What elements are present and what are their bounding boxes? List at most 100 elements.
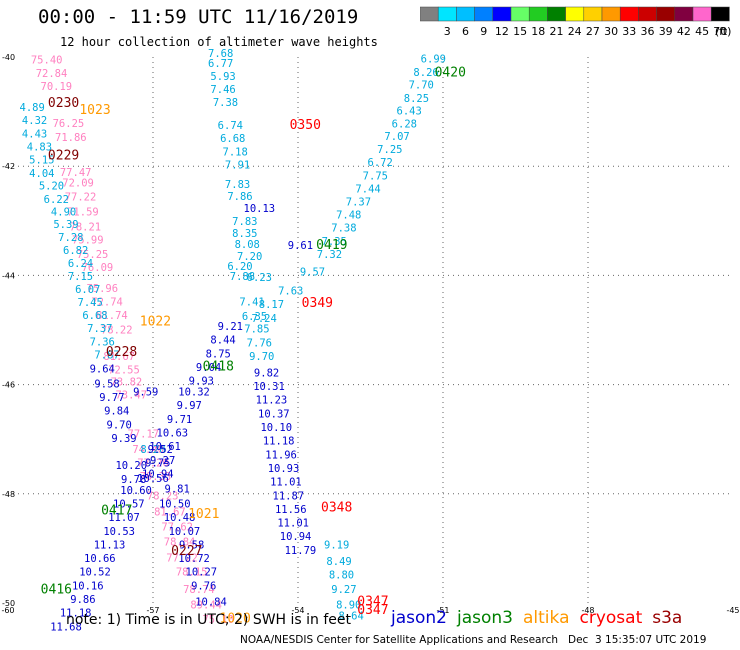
y-tick-label: -50 (2, 599, 15, 608)
swh-value: 7.37 (87, 323, 112, 335)
legend-entry: s3a (652, 608, 683, 628)
swh-value: 9.97 (177, 400, 202, 412)
swh-value: 7.91 (225, 159, 250, 171)
swh-value: 10.27 (186, 567, 218, 579)
y-tick-label: -42 (2, 162, 15, 171)
swh-value: 9.27 (150, 455, 175, 467)
swh-value: 7.68 (208, 48, 233, 60)
swh-value: 10.72 (178, 553, 210, 565)
swh-value: 7.35 (322, 236, 347, 248)
swh-value: 7.20 (237, 251, 262, 263)
scale-label: 12 (495, 25, 509, 38)
swh-value: 6.24 (68, 258, 93, 270)
chart-title: 00:00 - 11:59 UTC 11/16/2019 (38, 6, 359, 28)
swh-value: 8.17 (259, 299, 284, 311)
swh-value: 10.57 (113, 498, 145, 510)
scale-label: 3 (444, 25, 451, 38)
swh-value: 75.99 (72, 235, 104, 247)
swh-value: 11.56 (275, 504, 307, 516)
swh-value: 8.64 (339, 610, 364, 622)
swh-value: 8.90 (336, 599, 361, 611)
swh-value: 7.46 (210, 84, 235, 96)
swh-value: 11.07 (108, 512, 140, 524)
swh-value: 73.82 (111, 377, 143, 389)
swh-value: 9.77 (99, 392, 124, 404)
swh-value: 7.48 (336, 210, 361, 222)
swh-value: 9.04 (196, 362, 221, 374)
scale-label: 21 (550, 25, 564, 38)
swh-value: 77.62 (161, 521, 193, 533)
swh-value: 7.41 (239, 296, 264, 308)
swh-value: 78.15 (176, 567, 208, 579)
swh-value: 6.68 (220, 133, 245, 145)
swh-value: 6.20 (227, 261, 252, 273)
swh-value: 78.74 (183, 584, 215, 596)
swh-value: 6.35 (242, 311, 267, 323)
pass-label: 0419 (316, 238, 347, 253)
swh-value: 11.13 (94, 539, 126, 551)
swh-value: 10.60 (120, 485, 152, 497)
swh-value: 10.32 (178, 387, 210, 399)
swh-value: 7.18 (223, 146, 248, 158)
swh-value: 11.87 (273, 490, 305, 502)
swh-value: 4.43 (22, 128, 47, 140)
swh-value: 77.20 (137, 458, 169, 470)
swh-value: 4.89 (20, 102, 45, 114)
pass-label: 1020 (220, 612, 251, 627)
swh-value: 7.83 (232, 216, 257, 228)
swh-value: 9.52 (148, 444, 173, 456)
swh-value: 81.74 (96, 310, 128, 322)
swh-value: 7.75 (363, 170, 388, 182)
swh-value: 8.08 (235, 239, 260, 251)
scale-label: 30 (604, 25, 618, 38)
swh-value: 8.75 (206, 348, 231, 360)
swh-value: 6.82 (63, 245, 88, 257)
swh-value: 9.21 (218, 321, 243, 333)
swh-value: 4.83 (27, 141, 52, 153)
x-tick-label: -54 (291, 606, 304, 615)
swh-value: 71.86 (55, 132, 87, 144)
pass-label: 0348 (321, 500, 352, 515)
swh-value: 10.93 (268, 463, 300, 475)
swh-value: 10.66 (84, 553, 116, 565)
swh-value: 5.39 (53, 219, 78, 231)
pass-label: 0227 (171, 544, 202, 559)
swh-value: 72.55 (108, 365, 140, 377)
swh-value: 7.25 (377, 144, 402, 156)
swh-value: 6.72 (368, 157, 393, 169)
scale-label: 6 (462, 25, 469, 38)
swh-value: 71.59 (67, 206, 99, 218)
swh-value: 7.32 (317, 249, 342, 261)
scale-label: 33 (622, 25, 636, 38)
y-tick-label: -40 (2, 53, 15, 62)
pass-label: 0350 (290, 118, 321, 133)
swh-value: 9.76 (191, 580, 216, 592)
swh-value: 76.25 (53, 118, 85, 130)
swh-value: 10.20 (115, 460, 147, 472)
y-tick-label: -46 (2, 381, 15, 390)
swh-value: 8.25 (404, 93, 429, 105)
swh-value: 8.44 (210, 335, 235, 347)
swh-value: 77.22 (65, 192, 97, 204)
swh-value: 70.33 (140, 471, 172, 483)
pass-label: 0417 (101, 504, 132, 519)
footnote: note: 1) Time is in UTC; 2) SWH is in fe… (66, 612, 352, 628)
swh-value: 7.28 (58, 232, 83, 244)
swh-value: 10.37 (258, 408, 290, 420)
swh-value: 9.93 (189, 376, 214, 388)
swh-value: 72.84 (36, 68, 68, 80)
swh-value: 10.10 (260, 422, 292, 434)
swh-value: 10.16 (72, 580, 104, 592)
swh-value: 81.67 (103, 351, 135, 363)
legend-entry: cryosat (579, 608, 643, 628)
swh-value: 6.22 (44, 194, 69, 206)
swh-value: 7.45 (78, 297, 103, 309)
x-tick-label: -48 (581, 606, 594, 615)
swh-value: 70.19 (41, 81, 73, 93)
swh-value: 8.49 (326, 556, 351, 568)
scale-label: 24 (568, 25, 582, 38)
y-tick-label: -48 (2, 490, 15, 499)
scale-label: 15 (513, 25, 527, 38)
swh-value: 7.07 (384, 131, 409, 143)
satellite-legend: jason2 jason3 altika cryosat s3a (391, 608, 692, 628)
